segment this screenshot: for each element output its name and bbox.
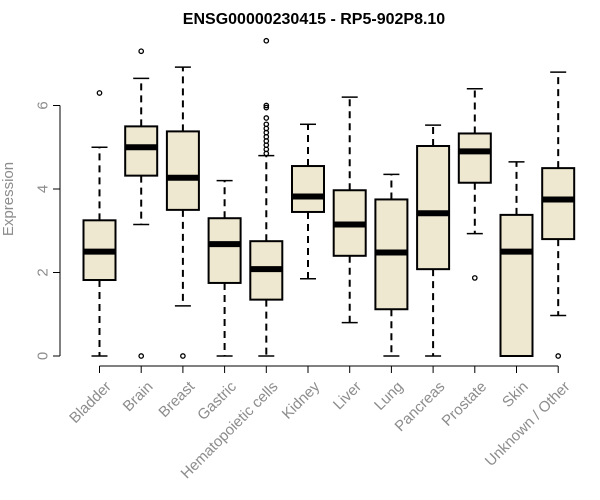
iqr-box xyxy=(457,132,492,184)
outlier-point xyxy=(138,353,145,359)
box-group xyxy=(457,88,492,281)
y-tick-label: 4 xyxy=(34,185,51,193)
box-group xyxy=(124,48,159,359)
outlier-point xyxy=(138,48,145,55)
x-tick-label: Brain xyxy=(120,378,157,415)
x-tick-label: Bladder xyxy=(66,378,115,427)
y-tick-label: 0 xyxy=(34,352,51,360)
outlier-point xyxy=(263,37,270,44)
x-tick-label: Liver xyxy=(330,378,365,413)
x-tick-label: Skin xyxy=(499,378,532,411)
box-group xyxy=(207,179,242,357)
box-group xyxy=(374,173,409,357)
outlier-point xyxy=(471,275,478,281)
x-tick-label: Breast xyxy=(155,378,198,421)
x-tick-label: Kidney xyxy=(279,378,324,423)
chart-title: ENSG00000230415 - RP5-902P8.10 xyxy=(183,11,446,28)
outlier-point xyxy=(96,90,103,96)
box-group xyxy=(82,90,117,357)
box-group xyxy=(249,37,284,357)
outlier-point xyxy=(263,102,270,109)
outlier-point xyxy=(180,353,186,359)
box-group xyxy=(291,123,325,280)
box-group xyxy=(416,124,451,357)
boxes xyxy=(82,37,576,359)
iqr-box xyxy=(291,165,325,213)
outlier-point xyxy=(263,104,270,111)
y-tick-label: 2 xyxy=(34,268,51,276)
box-group xyxy=(332,96,367,324)
outlier-point xyxy=(555,353,562,359)
iqr-box xyxy=(499,213,534,357)
iqr-box xyxy=(165,130,200,211)
iqr-box xyxy=(541,167,576,241)
iqr-box xyxy=(124,125,159,177)
box-group xyxy=(541,71,576,359)
box-group xyxy=(499,161,534,357)
y-tick-label: 6 xyxy=(34,101,51,109)
outlier-point xyxy=(263,121,270,128)
box-group xyxy=(165,66,200,359)
outlier-point xyxy=(263,115,270,121)
iqr-box xyxy=(416,144,451,271)
x-tick-label: Prostate xyxy=(439,378,491,430)
iqr-box xyxy=(207,217,242,284)
y-axis-label: Expression xyxy=(0,162,17,236)
x-tick-label: Lung xyxy=(371,378,407,414)
